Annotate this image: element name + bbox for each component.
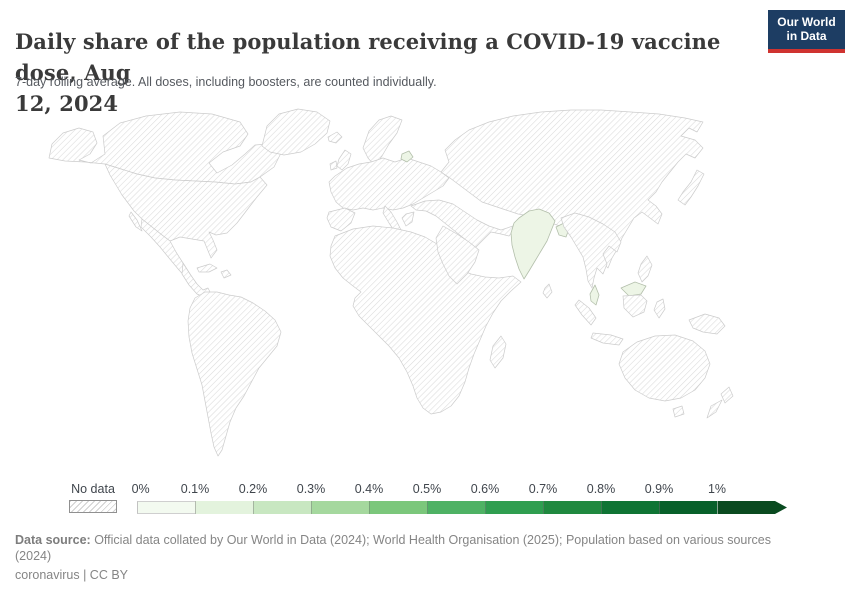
legend-segment-3[interactable] (311, 501, 369, 514)
data-source-label: Data source: (15, 533, 91, 547)
map-country-malaysia-borneo[interactable] (620, 281, 647, 297)
data-source-text: Official data collated by Our World in D… (15, 533, 771, 563)
legend-tick-label-0-3pct: 0.3% (296, 482, 326, 496)
legend-segment-5[interactable] (427, 501, 485, 514)
map-country-iceland[interactable] (327, 131, 343, 144)
map-country-malaysia[interactable] (589, 284, 600, 306)
map-region-russia-asia[interactable] (440, 109, 704, 269)
map-region-iberia[interactable] (326, 207, 356, 232)
legend-segment-9[interactable] (659, 501, 717, 514)
map-region-arabia[interactable] (435, 225, 480, 285)
chart-subtitle: 7-day rolling average. All doses, includ… (15, 75, 437, 89)
map-country-hispaniola[interactable] (220, 269, 232, 279)
title-line-1: Daily share of the population receiving … (15, 29, 721, 86)
map-country-madagascar[interactable] (489, 335, 507, 369)
map-country-canada[interactable] (48, 111, 282, 185)
legend-tick-label-0-6pct: 0.6% (470, 482, 500, 496)
legend-tick-label-1pct: 1% (707, 482, 727, 496)
map-island-java[interactable] (590, 332, 624, 346)
map-region-africa[interactable] (329, 225, 522, 415)
map-country-lithuania[interactable] (400, 150, 414, 163)
map-country-australia[interactable] (618, 334, 711, 402)
legend-segment-2[interactable] (253, 501, 311, 514)
owid-logo-line-1: Our World (777, 15, 836, 29)
map-country-philippines[interactable] (637, 255, 653, 283)
legend-tick-label-0-5pct: 0.5% (412, 482, 442, 496)
license-link[interactable]: coronavirus | CC BY (15, 568, 129, 582)
map-island-new-guinea[interactable] (688, 313, 726, 335)
legend-tick-label-0-1pct: 0.1% (180, 482, 210, 496)
map-region-middle-east[interactable] (410, 199, 520, 249)
legend-tick-label-0-9pct: 0.9% (644, 482, 674, 496)
map-country-new-zealand-north[interactable] (720, 386, 734, 404)
map-country-cuba[interactable] (196, 263, 218, 273)
page-title: Daily share of the population receiving … (15, 26, 755, 119)
legend-tick-label-0-8pct: 0.8% (586, 482, 616, 496)
legend-tick-label-0-4pct: 0.4% (354, 482, 384, 496)
map-country-new-zealand-south[interactable] (706, 399, 723, 419)
legend-tick-label-0-2pct: 0.2% (238, 482, 268, 496)
map-island-sumatra[interactable] (574, 299, 597, 326)
legend-no-data-swatch[interactable] (69, 500, 117, 513)
map-country-greece[interactable] (401, 211, 415, 227)
legend-segment-4[interactable] (369, 501, 427, 514)
map-country-sri-lanka[interactable] (542, 283, 553, 299)
map-country-greenland[interactable] (261, 108, 331, 156)
map-country-ireland[interactable] (329, 160, 338, 171)
owid-logo-line-2: in Data (786, 28, 827, 43)
legend-segment-6[interactable] (485, 501, 543, 514)
data-source-note: Data source: Official data collated by O… (15, 532, 805, 564)
legend-color-bar (137, 501, 787, 514)
legend-segment-1[interactable] (195, 501, 253, 514)
legend-segment-8[interactable] (601, 501, 659, 514)
map-country-japan[interactable] (677, 169, 705, 206)
map-island-tasmania[interactable] (672, 405, 685, 418)
map-island-borneo[interactable] (622, 294, 648, 318)
legend-tick-label-0pct: 0% (131, 482, 150, 496)
legend-segment-0[interactable] (137, 501, 195, 514)
map-island-sulawesi[interactable] (653, 298, 666, 319)
map-region-south-america[interactable] (187, 291, 282, 457)
legend-tick-label-0-7pct: 0.7% (528, 482, 558, 496)
legend-no-data-label: No data (71, 482, 115, 496)
owid-logo[interactable]: Our World in Data (768, 10, 845, 53)
legend-segment-10[interactable] (717, 501, 787, 514)
map-country-united-states[interactable] (104, 163, 268, 259)
map-region-southeast-asia[interactable] (560, 212, 622, 289)
title-line-2: 12, 2024 (15, 91, 119, 117)
world-map (45, 106, 790, 468)
legend-segment-7[interactable] (543, 501, 601, 514)
map-region-baja-california[interactable] (128, 211, 143, 232)
map-country-india[interactable] (510, 208, 556, 280)
